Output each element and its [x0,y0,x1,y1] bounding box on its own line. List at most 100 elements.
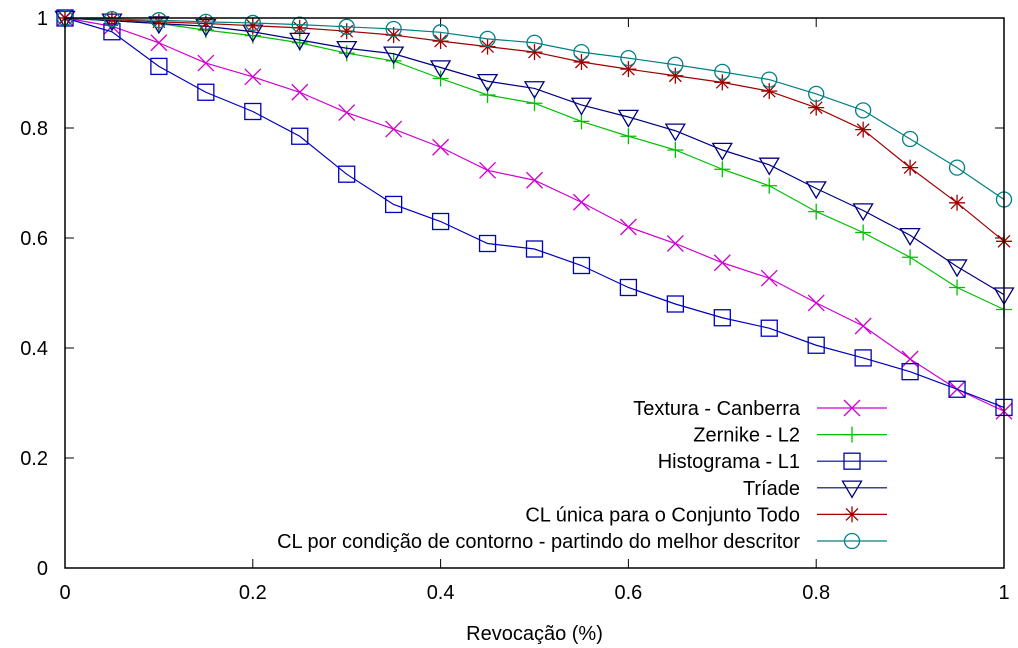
data-point [667,67,684,84]
data-point [901,350,919,368]
data-point [384,195,403,214]
data-point [761,83,778,100]
data-point [383,46,405,65]
data-point [244,102,262,121]
data-point [844,426,860,443]
data-point [336,40,358,60]
legend-entry: Histograma - L1 [658,451,887,473]
series-4 [54,10,1015,306]
data-point [432,33,449,50]
data-point [478,234,497,253]
series-line [64,17,1005,296]
data-point [666,295,684,313]
data-point [291,83,309,101]
data-point [619,278,638,297]
data-point [807,294,825,312]
data-point [666,235,684,252]
data-point [432,24,449,41]
data-point [667,56,684,73]
legend-label: CL única para o Conjunto Todo [525,504,800,526]
data-point [197,54,215,72]
data-point [197,15,214,32]
data-point [807,336,825,354]
series-line [64,17,1005,311]
data-point [713,309,731,327]
data-point [150,12,168,29]
data-point [573,113,590,130]
legend-label: Zernike - L2 [693,425,800,447]
series-layer [54,9,1015,420]
data-point [855,224,872,241]
data-point [197,13,215,31]
data-point [479,161,497,179]
data-point [946,259,968,278]
data-point [150,34,168,52]
series-1 [56,9,1013,420]
series-line [64,17,1005,200]
data-point [103,10,121,28]
data-point [855,121,872,138]
series-line [64,17,1005,412]
data-point [761,71,778,88]
data-point [899,227,921,247]
data-point [572,256,591,275]
data-point [479,87,496,103]
data-point [620,128,637,145]
data-point [758,157,780,176]
data-point [805,181,827,200]
data-point [573,54,590,70]
plot-frame [64,17,1005,569]
x-tick-label: 0.2 [239,582,267,604]
data-point [291,34,308,51]
data-point [385,27,402,44]
data-point [291,16,308,33]
data-point [385,20,402,38]
data-point [619,218,637,236]
data-point [244,14,261,32]
data-point [843,399,861,417]
data-point [760,319,778,337]
data-point [843,452,861,470]
data-point [808,85,825,103]
series-line [64,17,1005,408]
legend-entry: Textura - Canberra [633,398,887,420]
legend-entry: CL única para o Conjunto Todo [525,504,887,526]
data-point [902,159,919,176]
data-point [573,43,590,61]
data-point [902,249,919,266]
data-point [843,532,861,550]
x-axis-title: Revocação (%) [466,623,603,645]
data-point [852,203,874,222]
data-point [901,362,919,381]
y-tick-label: 0.8 [20,118,48,140]
data-point [476,73,499,93]
data-point [244,17,261,34]
data-point [901,130,919,148]
legend-entry: Tríade [743,478,887,500]
data-point [949,194,966,211]
data-point [844,506,860,523]
series-3 [56,9,1013,417]
data-point [150,13,167,30]
data-point [338,165,356,183]
legend-label: Textura - Canberra [633,398,801,420]
data-point [760,269,778,287]
y-tick-label: 0 [37,558,48,580]
data-point [385,52,402,69]
data-point [948,380,966,398]
y-tick-label: 0.4 [20,338,48,360]
data-point [664,123,686,142]
data-point [150,57,168,76]
data-point [808,99,825,116]
data-point [526,171,543,189]
data-point [854,349,872,367]
data-point [526,44,543,61]
x-tick-label: 0.4 [427,582,455,604]
data-point [385,120,403,138]
data-point [338,23,355,40]
legend-label: Tríade [743,478,800,500]
data-point [432,138,450,156]
x-tick-label: 0.6 [614,582,642,604]
y-tick-label: 0.2 [20,448,48,470]
